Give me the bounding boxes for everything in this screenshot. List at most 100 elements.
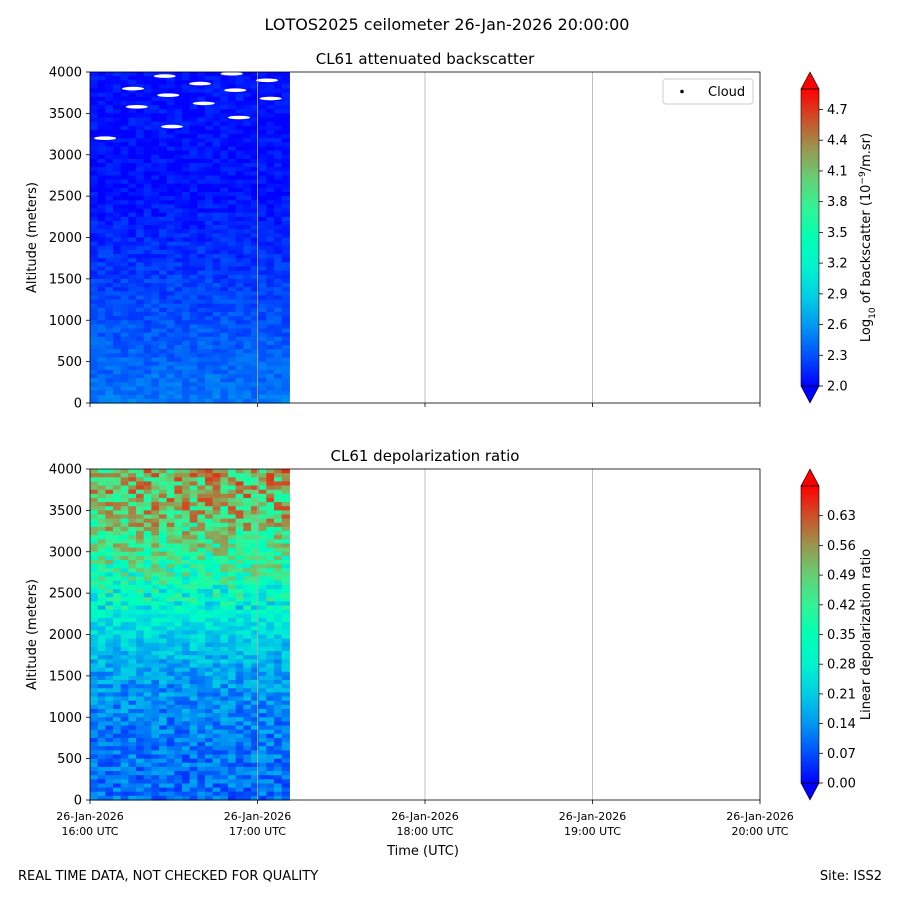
heatmap-cell	[120, 779, 129, 785]
heatmap-cell	[159, 398, 168, 404]
heatmap-cell	[197, 291, 206, 297]
heatmap-cell	[250, 634, 260, 640]
heatmap-cell	[273, 245, 283, 251]
heatmap-cell	[120, 336, 129, 342]
heatmap-cell	[258, 187, 267, 193]
heatmap-cell	[212, 588, 221, 594]
heatmap-cell	[105, 605, 114, 611]
heatmap-cell	[243, 266, 252, 272]
heatmap-cell	[120, 750, 129, 756]
heatmap-cell	[227, 382, 237, 388]
heatmap-cell	[128, 324, 137, 330]
heatmap-cell	[128, 481, 137, 487]
heatmap-cell	[197, 742, 206, 747]
heatmap-cell	[113, 531, 122, 536]
heatmap-cell	[136, 754, 145, 760]
heatmap-cell	[159, 220, 168, 226]
heatmap-cell	[113, 142, 122, 148]
heatmap-cell	[235, 667, 244, 673]
heatmap-cell	[151, 729, 160, 735]
heatmap-cell	[212, 398, 221, 404]
heatmap-cell	[243, 105, 252, 110]
heatmap-cell	[113, 345, 122, 350]
heatmap-cell	[281, 150, 290, 156]
heatmap-cell	[113, 497, 122, 503]
heatmap-cell	[212, 76, 221, 81]
heatmap-cell	[128, 212, 137, 218]
heatmap-cell	[128, 208, 137, 214]
heatmap-cell	[235, 320, 244, 325]
heatmap-cell	[174, 547, 183, 553]
heatmap-cell	[136, 324, 145, 330]
heatmap-cell	[258, 212, 267, 218]
heatmap-cell	[273, 378, 283, 383]
heatmap-cell	[281, 522, 290, 528]
heatmap-cell	[143, 502, 152, 507]
heatmap-cell	[159, 254, 168, 259]
heatmap-cell	[113, 663, 122, 669]
heatmap-cell	[182, 522, 191, 528]
heatmap-cell	[128, 535, 137, 540]
heatmap-cell	[182, 303, 191, 309]
heatmap-cell	[143, 514, 152, 520]
heatmap-cell	[105, 543, 114, 549]
heatmap-cell	[90, 630, 99, 636]
heatmap-cell	[250, 187, 260, 193]
heatmap-cell	[235, 638, 244, 644]
heatmap-cell	[113, 100, 122, 106]
heatmap-cell	[258, 787, 267, 793]
heatmap-cell	[128, 220, 137, 226]
heatmap-cell	[128, 316, 137, 321]
heatmap-cell	[189, 630, 198, 636]
heatmap-cell	[143, 291, 152, 297]
heatmap-cell	[128, 295, 137, 301]
heatmap-cell	[273, 675, 283, 681]
heatmap-cell	[212, 568, 221, 574]
heatmap-cell	[143, 766, 152, 772]
heatmap-cell	[273, 555, 283, 561]
heatmap-cell	[120, 572, 129, 578]
heatmap-cell	[266, 204, 275, 210]
heatmap-cell	[182, 481, 191, 487]
heatmap-cell	[189, 692, 198, 698]
heatmap-cell	[205, 771, 214, 776]
heatmap-cell	[227, 320, 237, 325]
heatmap-cell	[166, 121, 175, 127]
heatmap-cell	[281, 502, 290, 507]
heatmap-cell	[166, 398, 175, 404]
heatmap-cell	[212, 340, 221, 346]
heatmap-cell	[159, 299, 168, 305]
heatmap-cell	[120, 680, 129, 685]
heatmap-cell	[227, 237, 237, 243]
heatmap-cell	[189, 179, 198, 185]
heatmap-cell	[212, 630, 221, 636]
heatmap-cell	[266, 274, 275, 280]
heatmap-cell	[90, 787, 99, 793]
y-tick-label: 1000	[49, 314, 82, 329]
heatmap-cell	[250, 708, 260, 714]
heatmap-cell	[189, 675, 198, 681]
heatmap-cell	[90, 291, 99, 297]
heatmap-cell	[97, 241, 106, 247]
heatmap-cell	[189, 125, 198, 131]
heatmap-cell	[281, 539, 290, 545]
heatmap-cell	[227, 684, 237, 689]
cloud-marker	[122, 86, 144, 91]
heatmap-cell	[189, 398, 198, 404]
heatmap-cell	[243, 369, 252, 375]
heatmap-cell	[220, 791, 229, 797]
heatmap-cell	[197, 212, 206, 218]
heatmap-cell	[151, 374, 160, 379]
heatmap-cell	[136, 328, 145, 334]
heatmap-cell	[227, 212, 237, 218]
heatmap-cell	[227, 345, 237, 350]
heatmap-cell	[250, 531, 260, 536]
heatmap-cell	[281, 262, 290, 268]
heatmap-cell	[281, 138, 290, 143]
heatmap-cell	[227, 535, 237, 540]
heatmap-cell	[113, 179, 122, 185]
heatmap-cell	[235, 700, 244, 706]
heatmap-cell	[159, 225, 168, 230]
heatmap-cell	[113, 560, 122, 565]
heatmap-cell	[205, 332, 214, 338]
